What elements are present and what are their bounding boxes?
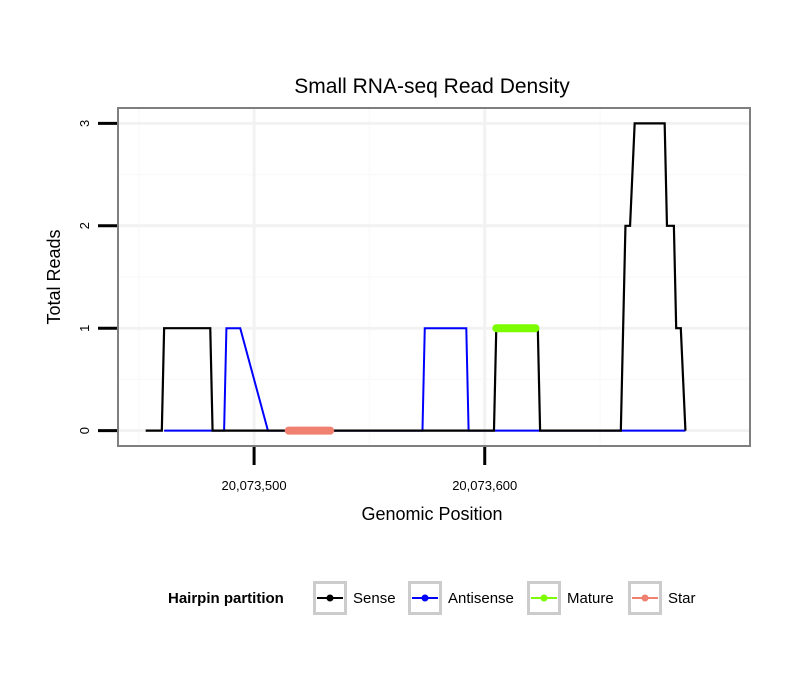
- legend-key-point: [641, 594, 649, 602]
- y-axis-title: Total Reads: [44, 229, 64, 324]
- legend-key-point: [421, 594, 429, 602]
- x-tick-label: 20,073,500: [222, 478, 287, 493]
- series-sense: [145, 122, 687, 432]
- legend-label-antisense: Antisense: [448, 590, 514, 607]
- y-axis: 0 1 2 3: [77, 120, 117, 434]
- y-tick-label: 2: [77, 222, 92, 229]
- legend-key-point: [540, 594, 548, 602]
- series-layer: [145, 122, 687, 435]
- series-antisense: [164, 327, 686, 432]
- legend-label-sense: Sense: [353, 590, 396, 607]
- y-tick-label: 0: [77, 427, 92, 434]
- y-tick-label: 3: [77, 120, 92, 127]
- legend-label-mature: Mature: [567, 590, 614, 607]
- legend-title: Hairpin partition: [168, 590, 284, 607]
- legend-key-point: [326, 594, 334, 602]
- panel-border: [117, 107, 751, 447]
- x-tick-label: 20,073,600: [452, 478, 517, 493]
- legend-label-star: Star: [668, 590, 696, 607]
- x-axis: 20,073,500 20,073,600: [222, 447, 517, 493]
- x-axis-title: Genomic Position: [361, 504, 502, 524]
- y-tick-label: 1: [77, 325, 92, 332]
- legend: Hairpin partition Sense Antisense Mature St…: [168, 581, 696, 615]
- chart-title: Small RNA-seq Read Density: [294, 75, 570, 98]
